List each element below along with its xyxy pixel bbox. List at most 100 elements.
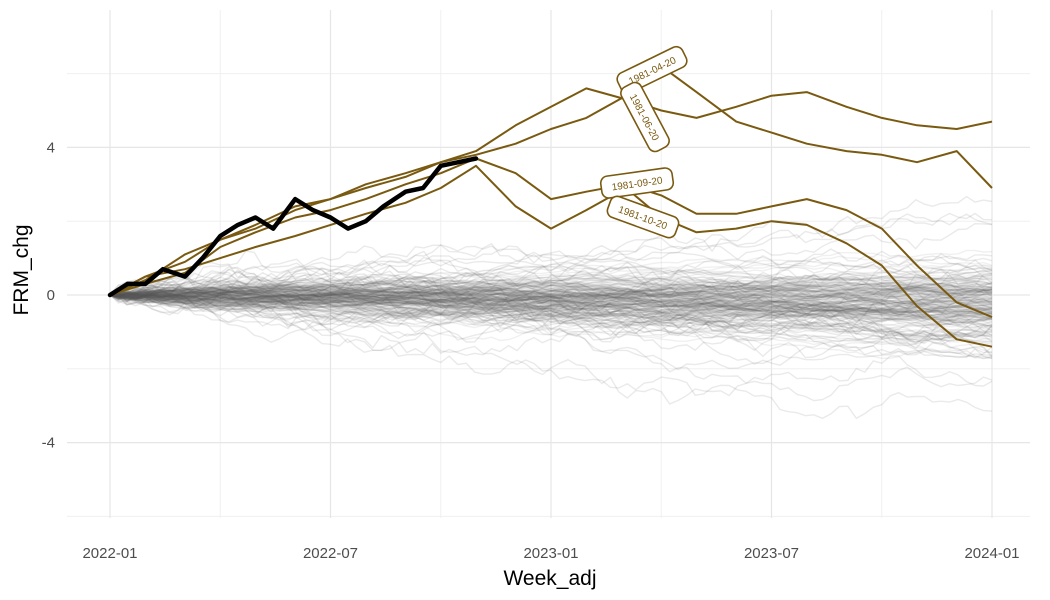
background-series-line [110, 281, 993, 338]
background-series-line [109, 283, 993, 309]
background-series-line [109, 281, 993, 307]
background-series-line [109, 253, 993, 311]
background-series-line [109, 289, 993, 324]
background-series-line [109, 293, 993, 338]
background-series-line [109, 291, 993, 310]
background-series-line [109, 287, 993, 359]
background-series-line [109, 291, 993, 306]
background-series-line [109, 291, 993, 321]
series-label: 1981-09-20 [599, 167, 675, 199]
background-series-line [109, 280, 993, 305]
background-series-line [109, 285, 993, 315]
background-series-line [109, 266, 993, 315]
background-series-line [109, 289, 993, 316]
background-series-line [109, 294, 993, 333]
background-series-line [109, 292, 993, 314]
background-series-line [109, 282, 993, 299]
background-series-line [109, 245, 993, 310]
background-series-line [109, 264, 993, 302]
background-series-line [109, 277, 993, 296]
background-series-line [109, 222, 993, 304]
background-series-line [109, 294, 993, 320]
background-series-line [109, 291, 993, 320]
background-series-line [109, 288, 993, 324]
background-series-line [109, 270, 993, 341]
background-series-line [109, 262, 993, 297]
background-series-line [109, 294, 993, 343]
background-series-line [109, 292, 993, 338]
background-series-line [109, 293, 993, 325]
background-series-line [109, 280, 993, 298]
background-series-line [109, 288, 993, 310]
background-series-line [109, 283, 993, 299]
background-series-line [109, 285, 993, 301]
background-series-line [109, 268, 993, 302]
series-label-box [616, 45, 688, 95]
background-series-line [109, 277, 993, 301]
background-series-line [109, 258, 993, 359]
background-series-line [109, 294, 993, 349]
background-series-line [109, 294, 993, 420]
background-series-line [109, 275, 993, 296]
background-series-line [109, 255, 993, 309]
background-series-line [109, 293, 993, 323]
background-series-line [109, 261, 993, 318]
background-series-line [109, 285, 993, 318]
background-series-line [109, 294, 993, 335]
background-series-line [110, 242, 993, 303]
background-series-line [109, 284, 993, 343]
x-tick-label: 2022-07 [303, 545, 358, 562]
background-series-line [109, 273, 993, 305]
x-tick-label: 2022-01 [82, 545, 137, 562]
background-series-group [109, 195, 993, 420]
background-series-line [109, 279, 993, 304]
background-series-line [109, 286, 993, 313]
background-series-line [109, 294, 993, 321]
highlighted-series-group [109, 65, 993, 348]
background-series-line [109, 281, 993, 303]
background-series-line [109, 273, 993, 297]
background-series-line [109, 294, 992, 323]
y-tick-label: 4 [47, 139, 55, 156]
background-series-line [109, 286, 993, 309]
highlighted-series-line [109, 65, 993, 296]
background-series-line [109, 276, 993, 322]
background-series-line [109, 289, 993, 322]
background-series-line [109, 273, 993, 296]
y-tick-label: -4 [42, 435, 55, 452]
background-series-line [109, 294, 993, 359]
background-series-line [109, 271, 993, 299]
major-gridlines [67, 10, 1030, 518]
background-series-line [109, 288, 993, 314]
current-series-line [107, 156, 479, 298]
background-series-line [109, 195, 993, 303]
background-series-line [109, 285, 993, 321]
background-series-line [109, 294, 993, 343]
background-series-line [109, 269, 993, 324]
background-series-line [110, 292, 993, 322]
background-series-line [109, 280, 993, 306]
background-series-line [109, 290, 993, 316]
background-series-line [109, 293, 993, 322]
background-series-line [109, 290, 993, 316]
background-series-line [109, 284, 993, 305]
background-series-line [109, 288, 993, 305]
background-series-line [109, 291, 993, 316]
background-series-line [109, 294, 993, 359]
background-series-line [109, 278, 993, 300]
y-axis-title: FRM_chg [10, 224, 33, 315]
background-series-line [109, 294, 993, 327]
background-series-line [109, 277, 993, 322]
background-series-line [109, 284, 993, 304]
background-series-line [109, 282, 993, 298]
background-series-line [109, 294, 993, 341]
background-series-line [109, 281, 993, 326]
background-series-line [109, 292, 993, 313]
background-series-line [109, 293, 993, 321]
x-axis-ticks: 2022-01 2022-07 2023-01 2023-07 2024-01 [82, 545, 1019, 562]
background-series-line [109, 281, 993, 354]
background-series-line [109, 265, 993, 296]
background-series-line [109, 286, 993, 360]
background-series-line [109, 294, 993, 342]
background-series-line [109, 292, 993, 318]
